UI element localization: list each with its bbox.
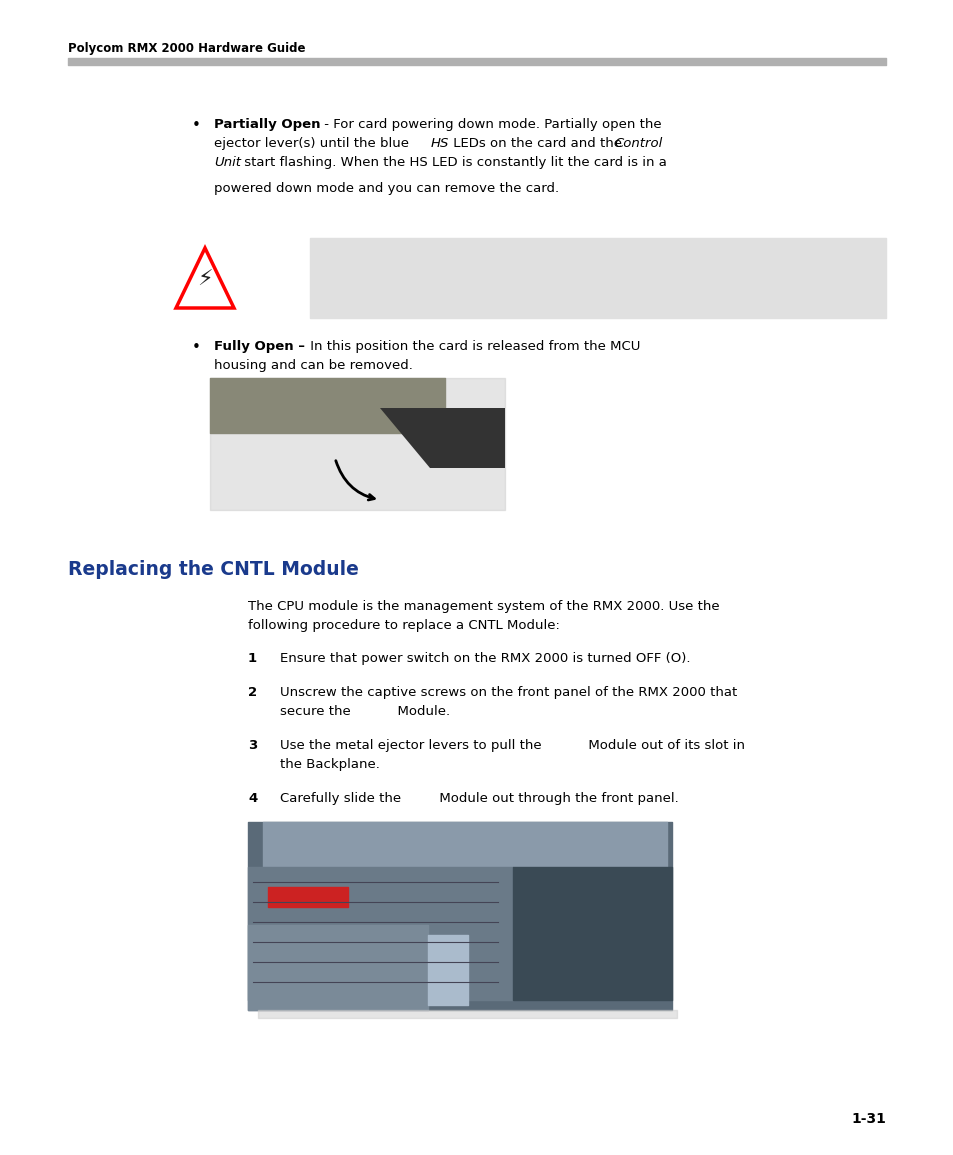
Text: Unscrew the captive screws on the front panel of the RMX 2000 that: Unscrew the captive screws on the front …: [280, 686, 737, 699]
Text: Use the metal ejector levers to pull the           Module out of its slot in: Use the metal ejector levers to pull the…: [280, 739, 744, 752]
Text: 3: 3: [248, 739, 257, 752]
Text: powered down mode and you can remove the card.: powered down mode and you can remove the…: [213, 182, 558, 195]
Text: 1-31: 1-31: [850, 1112, 885, 1126]
Text: 4: 4: [248, 792, 257, 805]
Text: In this position the card is released from the MCU: In this position the card is released fr…: [306, 340, 639, 353]
Text: secure the           Module.: secure the Module.: [280, 705, 450, 718]
Text: 2: 2: [248, 686, 257, 699]
Text: start flashing. When the HS LED is constantly lit the card is in a: start flashing. When the HS LED is const…: [240, 156, 666, 169]
Text: Ensure that power switch on the RMX 2000 is turned OFF (O).: Ensure that power switch on the RMX 2000…: [280, 653, 690, 665]
Text: ⚡: ⚡: [197, 270, 213, 290]
Text: - For card powering down mode. Partially open the: - For card powering down mode. Partially…: [319, 118, 661, 131]
Text: Replacing the CNTL Module: Replacing the CNTL Module: [68, 560, 358, 579]
Text: LEDs on the card and the: LEDs on the card and the: [449, 137, 625, 150]
Text: 1: 1: [248, 653, 257, 665]
Text: housing and can be removed.: housing and can be removed.: [213, 359, 413, 372]
Text: Carefully slide the         Module out through the front panel.: Carefully slide the Module out through t…: [280, 792, 678, 805]
Text: following procedure to replace a CNTL Module:: following procedure to replace a CNTL Mo…: [248, 619, 559, 632]
Text: Partially Open: Partially Open: [213, 118, 320, 131]
Text: •: •: [192, 340, 201, 355]
Polygon shape: [379, 408, 504, 468]
Text: Unit: Unit: [213, 156, 241, 169]
Text: •: •: [192, 118, 201, 133]
Text: the Backplane.: the Backplane.: [280, 758, 379, 772]
Text: HS: HS: [431, 137, 449, 150]
Text: ejector lever(s) until the blue: ejector lever(s) until the blue: [213, 137, 413, 150]
Text: Fully Open –: Fully Open –: [213, 340, 305, 353]
Text: The CPU module is the management system of the RMX 2000. Use the: The CPU module is the management system …: [248, 599, 719, 613]
Text: Polycom RMX 2000 Hardware Guide: Polycom RMX 2000 Hardware Guide: [68, 42, 305, 55]
Polygon shape: [175, 248, 233, 308]
Text: Control: Control: [614, 137, 661, 150]
